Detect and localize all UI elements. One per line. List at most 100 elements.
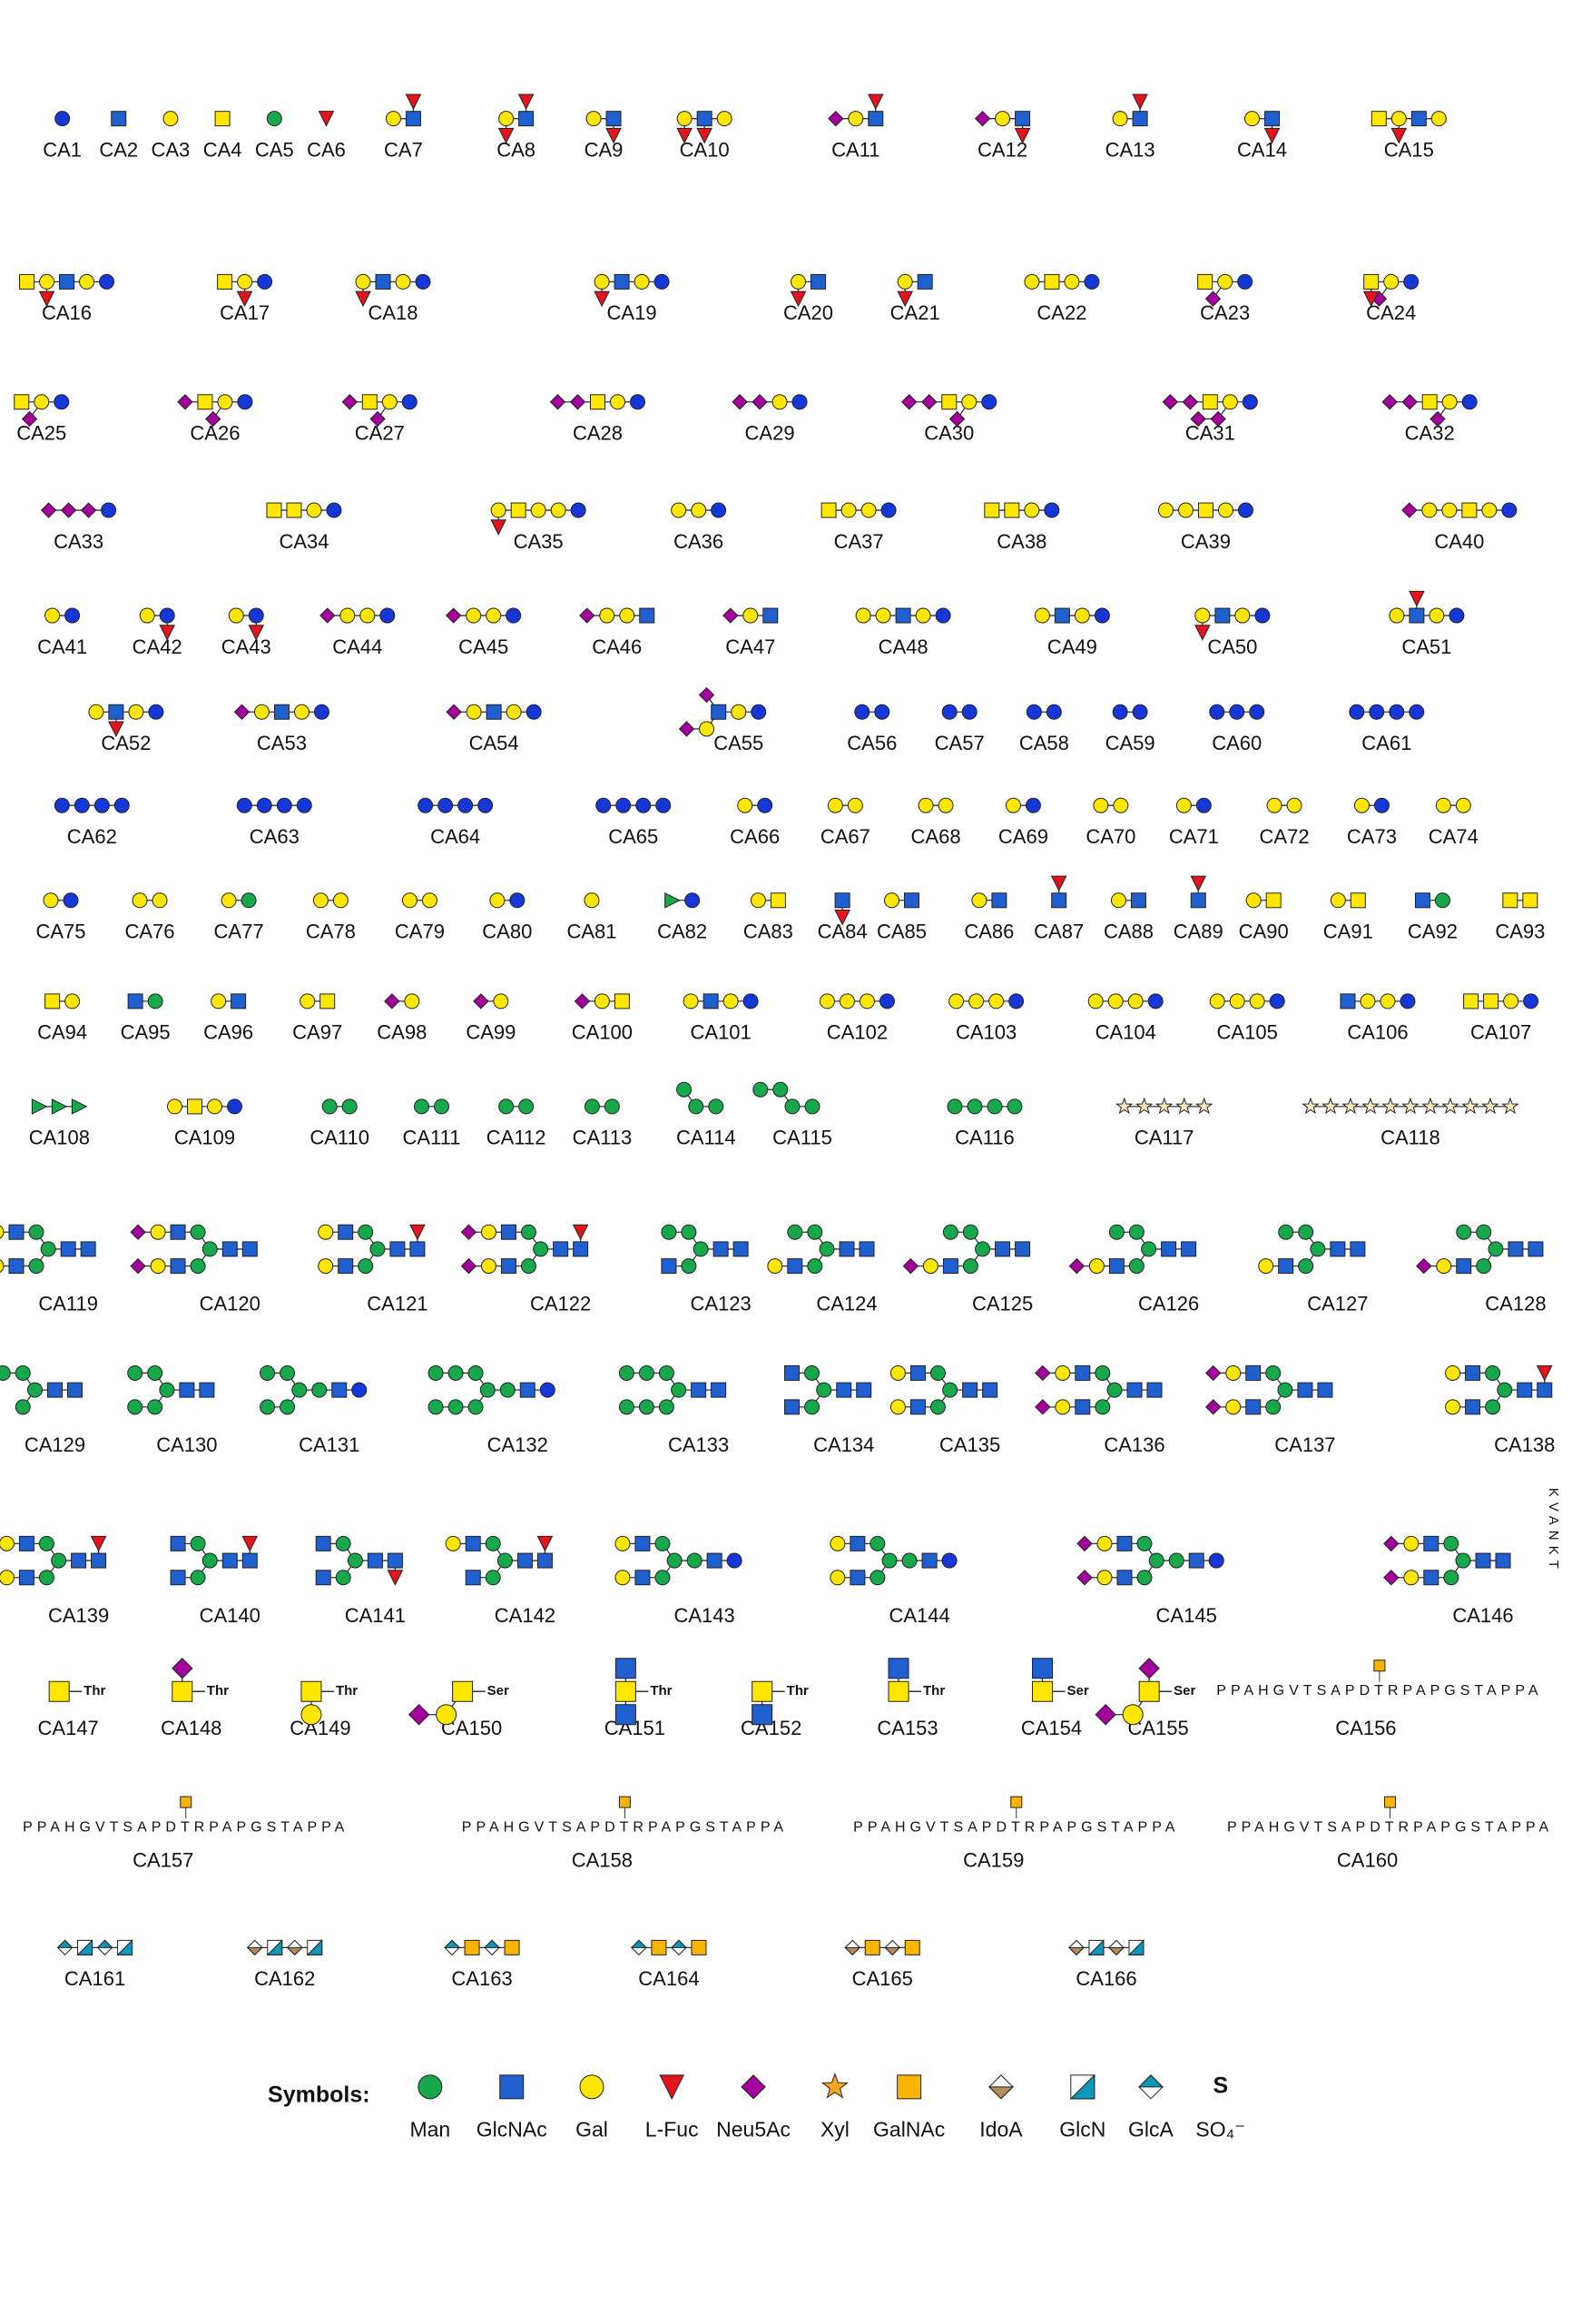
monosaccharide [457,797,474,813]
monosaccharide [693,1241,709,1257]
glycan-label: CA79 [395,921,445,943]
monosaccharide [922,1258,938,1275]
monosaccharide [742,607,759,624]
monosaccharide [38,290,55,308]
monosaccharide [490,519,506,536]
monosaccharide [722,607,739,624]
monosaccharide [819,993,835,1009]
monosaccharide [1297,1382,1313,1398]
monosaccharide [1174,1097,1194,1115]
monosaccharide [186,1098,202,1115]
monosaccharide [496,1552,513,1569]
monosaccharide [228,607,244,624]
monosaccharide [1380,993,1396,1009]
monosaccharide [1026,704,1042,720]
monosaccharide [291,1382,308,1398]
glycan-label: CA21 [890,301,940,324]
monosaccharide [901,1552,918,1569]
monosaccharide [830,1535,846,1551]
monosaccharide [752,394,768,410]
monosaccharide [510,502,526,518]
monosaccharide [71,1098,88,1115]
monosaccharide [260,1399,276,1415]
monosaccharide [1383,273,1400,290]
monosaccharide [1214,607,1231,624]
monosaccharide [874,704,890,720]
glycan-label: CA92 [1408,921,1458,943]
monosaccharide [854,704,870,720]
glycan-label: CA108 [29,1127,90,1149]
peptide-sequence: PPAHGVTSAPDTRPAPGSTAPPA [1227,1819,1553,1835]
monosaccharide [465,1570,481,1586]
glycan-label: CA49 [1047,635,1097,658]
monosaccharide [147,993,163,1009]
monosaccharide [1435,797,1451,813]
monosaccharide [447,1364,464,1381]
monosaccharide [840,502,857,518]
monosaccharide [948,410,966,428]
monosaccharide [859,993,875,1009]
monosaccharide [901,394,918,410]
glycan-label: CA120 [200,1293,260,1315]
monosaccharide [319,607,336,624]
monosaccharide [318,1224,334,1240]
monosaccharide [221,1241,238,1257]
monosaccharide [384,993,400,1009]
monosaccharide [54,797,70,813]
monosaccharide [1456,1224,1472,1240]
monosaccharide [179,1382,195,1398]
monosaccharide [1449,607,1465,624]
glycan-label: CA69 [998,825,1048,848]
monosaccharide [447,1399,464,1415]
monosaccharide [1095,1399,1111,1415]
monosaccharide [698,686,715,704]
monosaccharide [630,1939,648,1948]
monosaccharide [655,797,672,813]
monosaccharide [1264,111,1281,127]
monosaccharide [671,1382,687,1398]
monosaccharide [1095,1364,1111,1381]
glycan-label: CA61 [1361,732,1411,754]
monosaccharide [1390,127,1408,144]
glycan-label: CA114 [676,1127,736,1149]
monosaccharide [389,1241,406,1257]
monosaccharide [1286,797,1302,813]
glycan-label: CA78 [306,921,356,943]
monosaccharide [306,1939,323,1955]
monosaccharide [1389,704,1405,720]
monosaccharide [1108,1258,1125,1275]
monosaccharide [1244,111,1261,127]
legend-label: Xyl [820,2117,850,2141]
monosaccharide [1245,892,1262,909]
monosaccharide [1075,1399,1091,1415]
monosaccharide [150,1224,166,1240]
monosaccharide [1436,1258,1452,1275]
monosaccharide [864,1939,880,1955]
monosaccharide [1204,290,1222,307]
glycan-label: CA38 [997,530,1046,553]
monosaccharide [273,704,290,720]
monosaccharide [1330,892,1346,909]
monosaccharide [1088,1258,1105,1275]
monosaccharide [732,394,748,410]
monosaccharide [787,1224,803,1240]
monosaccharide [1485,1399,1501,1415]
monosaccharide [1401,502,1418,518]
monosaccharide [339,607,356,624]
monosaccharide [1443,1570,1459,1586]
monosaccharide [741,2074,766,2100]
peptide-sequence: KVANKT [1546,1488,1561,1574]
monosaccharide [1087,993,1104,1009]
monosaccharide [1461,1097,1479,1115]
monosaccharide [767,1258,783,1275]
monosaccharide [711,1382,727,1398]
monosaccharide [834,909,850,926]
monosaccharide [1197,502,1213,518]
monosaccharide [661,1258,677,1275]
monosaccharide [1076,1535,1093,1552]
monosaccharide [128,704,144,720]
glycan-label: CA74 [1429,825,1479,848]
monosaccharide [101,502,117,518]
monosaccharide [691,1382,707,1398]
glycan-label: CA115 [772,1127,832,1149]
